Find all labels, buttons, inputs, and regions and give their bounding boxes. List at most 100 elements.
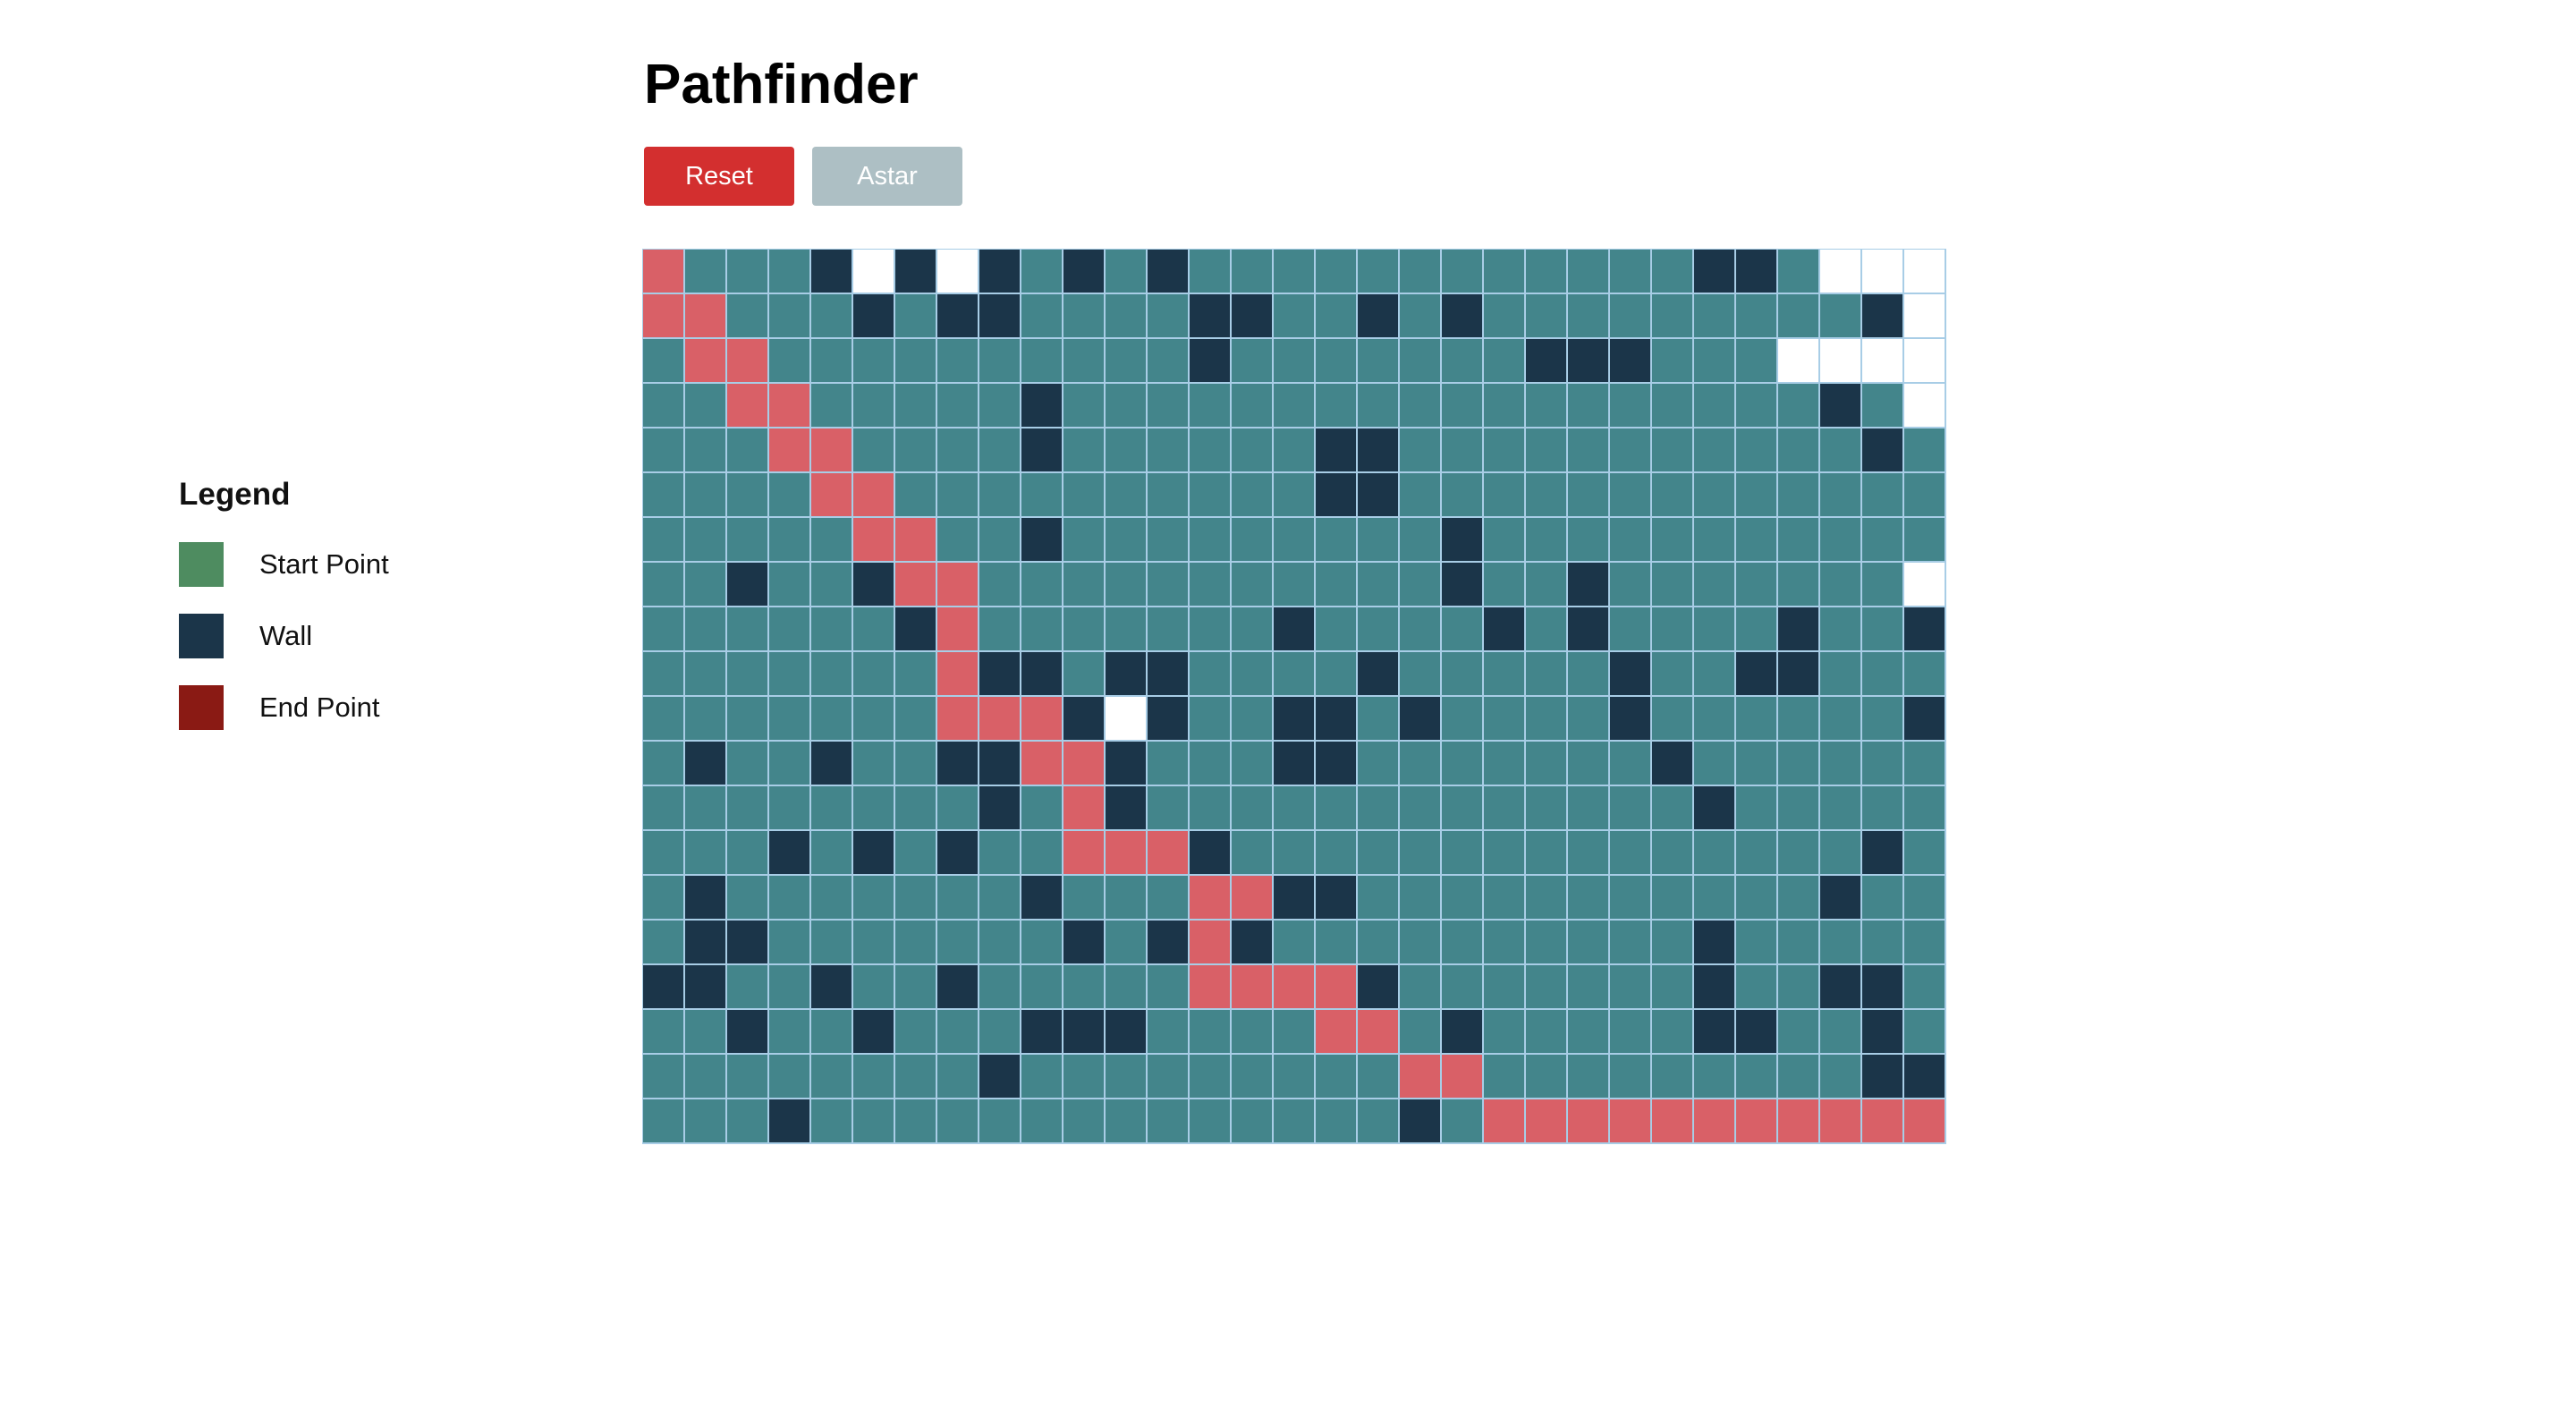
grid-cell-visited[interactable] [1694,563,1736,607]
grid-cell-wall[interactable] [769,1099,811,1144]
grid-cell-visited[interactable] [685,428,727,473]
grid-cell-visited[interactable] [769,339,811,384]
grid-cell-empty[interactable] [1904,250,1946,294]
grid-cell-visited[interactable] [1568,294,1610,339]
grid-cell-visited[interactable] [1778,786,1820,831]
grid-cell-wall[interactable] [1274,742,1316,786]
grid-cell-visited[interactable] [853,965,895,1010]
grid-cell-visited[interactable] [727,831,769,876]
grid-cell-wall[interactable] [1190,339,1232,384]
grid-cell-visited[interactable] [1274,786,1316,831]
grid-cell-visited[interactable] [1820,294,1862,339]
grid-cell-visited[interactable] [1106,921,1148,965]
grid-cell-path[interactable] [1274,965,1316,1010]
grid-cell-wall[interactable] [1021,428,1063,473]
grid-cell-visited[interactable] [1610,563,1652,607]
grid-cell-visited[interactable] [1610,1010,1652,1055]
grid-cell-wall[interactable] [1400,697,1442,742]
grid-cell-visited[interactable] [1148,294,1190,339]
grid-cell-visited[interactable] [1694,518,1736,563]
grid-cell-visited[interactable] [1652,921,1694,965]
grid-cell-visited[interactable] [1652,607,1694,652]
grid-cell-path[interactable] [685,294,727,339]
grid-cell-visited[interactable] [1063,428,1106,473]
grid-cell-visited[interactable] [1652,876,1694,921]
grid-cell-path[interactable] [1442,1055,1484,1099]
grid-cell-wall[interactable] [1694,786,1736,831]
grid-cell-visited[interactable] [1274,518,1316,563]
grid-cell-visited[interactable] [1526,786,1568,831]
grid-cell-visited[interactable] [1862,742,1904,786]
grid-cell-visited[interactable] [1063,563,1106,607]
grid-cell-visited[interactable] [1190,652,1232,697]
grid-cell-wall[interactable] [1568,563,1610,607]
grid-cell-visited[interactable] [1274,1055,1316,1099]
grid-cell-visited[interactable] [1484,384,1526,428]
grid-cell-visited[interactable] [937,1010,979,1055]
grid-cell-visited[interactable] [1190,1055,1232,1099]
grid-cell-visited[interactable] [1063,1055,1106,1099]
grid-cell-visited[interactable] [1484,563,1526,607]
grid-cell-visited[interactable] [643,384,685,428]
grid-cell-visited[interactable] [979,1099,1021,1144]
grid-cell-visited[interactable] [1316,607,1358,652]
grid-cell-visited[interactable] [853,1055,895,1099]
grid-cell-wall[interactable] [1610,652,1652,697]
grid-cell-visited[interactable] [727,1099,769,1144]
grid-cell-visited[interactable] [1526,384,1568,428]
grid-cell-visited[interactable] [727,294,769,339]
grid-cell-visited[interactable] [1610,428,1652,473]
grid-cell-path[interactable] [853,518,895,563]
grid-cell-visited[interactable] [1652,518,1694,563]
grid-cell-visited[interactable] [1190,563,1232,607]
grid-cell-visited[interactable] [1148,563,1190,607]
grid-cell-path[interactable] [1484,1099,1526,1144]
grid-cell-wall[interactable] [1190,831,1232,876]
grid-cell-visited[interactable] [1274,563,1316,607]
grid-cell-wall[interactable] [1106,1010,1148,1055]
grid-cell-visited[interactable] [1148,786,1190,831]
grid-cell-visited[interactable] [1400,384,1442,428]
grid-cell-visited[interactable] [1400,473,1442,518]
grid-cell-visited[interactable] [1106,563,1148,607]
grid-cell-empty[interactable] [1862,250,1904,294]
grid-cell-visited[interactable] [1652,294,1694,339]
grid-cell-wall[interactable] [979,652,1021,697]
grid-cell-visited[interactable] [1358,1055,1400,1099]
grid-cell-wall[interactable] [1021,384,1063,428]
grid-cell-visited[interactable] [1526,294,1568,339]
grid-cell-visited[interactable] [1736,786,1778,831]
grid-cell-path[interactable] [811,473,853,518]
grid-cell-path[interactable] [1568,1099,1610,1144]
grid-cell-visited[interactable] [1862,384,1904,428]
grid-cell-path[interactable] [685,339,727,384]
grid-cell-visited[interactable] [727,742,769,786]
grid-cell-visited[interactable] [1063,965,1106,1010]
grid-cell-visited[interactable] [979,921,1021,965]
grid-cell-visited[interactable] [1778,294,1820,339]
grid-cell-visited[interactable] [1694,473,1736,518]
grid-cell-visited[interactable] [685,697,727,742]
grid-cell-visited[interactable] [811,563,853,607]
grid-cell-visited[interactable] [1358,921,1400,965]
grid-cell-wall[interactable] [727,921,769,965]
grid-cell-visited[interactable] [1274,294,1316,339]
grid-cell-visited[interactable] [685,473,727,518]
grid-cell-visited[interactable] [895,697,937,742]
grid-cell-visited[interactable] [1358,742,1400,786]
grid-cell-visited[interactable] [1021,250,1063,294]
grid-cell-wall[interactable] [1148,250,1190,294]
grid-cell-visited[interactable] [1021,607,1063,652]
grid-cell-visited[interactable] [1316,1099,1358,1144]
grid-cell-wall[interactable] [769,831,811,876]
grid-cell-visited[interactable] [1736,697,1778,742]
grid-cell-path[interactable] [769,428,811,473]
grid-cell-visited[interactable] [853,876,895,921]
grid-cell-visited[interactable] [853,697,895,742]
grid-cell-visited[interactable] [1400,294,1442,339]
grid-cell-visited[interactable] [1148,607,1190,652]
grid-cell-visited[interactable] [769,921,811,965]
grid-cell-visited[interactable] [1904,473,1946,518]
grid-cell-visited[interactable] [1442,652,1484,697]
grid-cell-visited[interactable] [1316,250,1358,294]
